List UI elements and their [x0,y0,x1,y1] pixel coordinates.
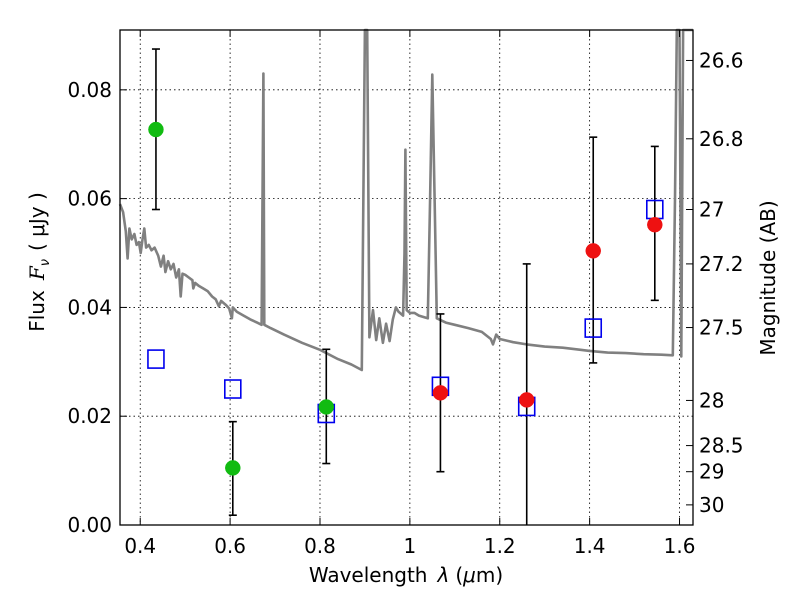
x-tick-label: 1 [404,534,417,558]
magnitude-tick-label: 26.8 [699,127,744,151]
magnitude-tick-label: 27.5 [699,316,744,340]
y-tick-label: 0.00 [67,513,112,537]
x-axis-label-unit-open: ( [455,563,463,587]
model-square-marker [584,318,603,338]
x-axis-label-symbol: λ [436,563,449,587]
y-axis-label-symbol: F [25,265,49,281]
y-axis-label-text: Flux [25,290,49,332]
x-tick-label: 0.8 [304,534,336,558]
data-point-marker [225,460,241,476]
magnitude-axis-ticks: 26.6 26.8 27 27.2 27.5 28 28.529 30 [686,48,744,517]
x-tick-label: 0.6 [214,534,246,558]
data-markers [147,121,664,476]
x-tick-label: 1.2 [484,534,516,558]
model-square-marker [147,349,165,369]
spectrum-line [118,28,693,372]
magnitude-tick-label: 28.5 [699,434,744,458]
data-point-marker [518,392,535,408]
y-tick-label: 0.08 [67,78,112,102]
x-axis-label-text: Wavelength [309,563,428,587]
template-spectrum [118,28,693,372]
x-tick-label: 0.4 [124,534,156,558]
magnitude-tick-label: 27 [699,198,724,222]
data-point-marker [647,216,663,233]
y-tick-label: 0.06 [67,187,112,211]
x-axis-ticks: 0.4 0.6 0.8 1 1.2 1.4 1.6 [124,30,695,558]
plot-frame [119,29,694,526]
y-axis-label-subscript: ν [38,259,53,266]
magnitude-tick-label: 28 [699,388,724,412]
data-point-marker [318,399,335,415]
x-axis-label-unit-rest: m) [476,563,503,587]
magnitude-tick-label: 30 [699,493,724,517]
y-axis-label-unit: ( μJy ) [25,192,49,251]
x-axis-label: Wavelength λ (μm) [309,563,503,587]
x-tick-label: 1.4 [574,534,606,558]
magnitude-tick-label: 27.2 [699,252,744,276]
y-axis-label: Flux Fν ( μJy ) [25,192,53,332]
magnitude-axis-label: Magnitude (AB) [756,200,780,355]
data-point-marker [432,385,449,401]
y-tick-label: 0.02 [67,404,112,428]
data-point-marker [585,243,601,259]
data-point-marker [148,121,164,138]
y-tick-label: 0.04 [67,295,112,319]
magnitude-tick-label: 26.6 [699,48,744,72]
x-tick-label: 1.6 [664,534,696,558]
model-square-marker [224,379,242,399]
x-axis-label-unit-mu: μ [462,563,476,587]
magnitude-tick-label: 29 [699,460,724,484]
y-axis-ticks: 0.00 0.02 0.04 0.06 0.08 [67,78,127,537]
